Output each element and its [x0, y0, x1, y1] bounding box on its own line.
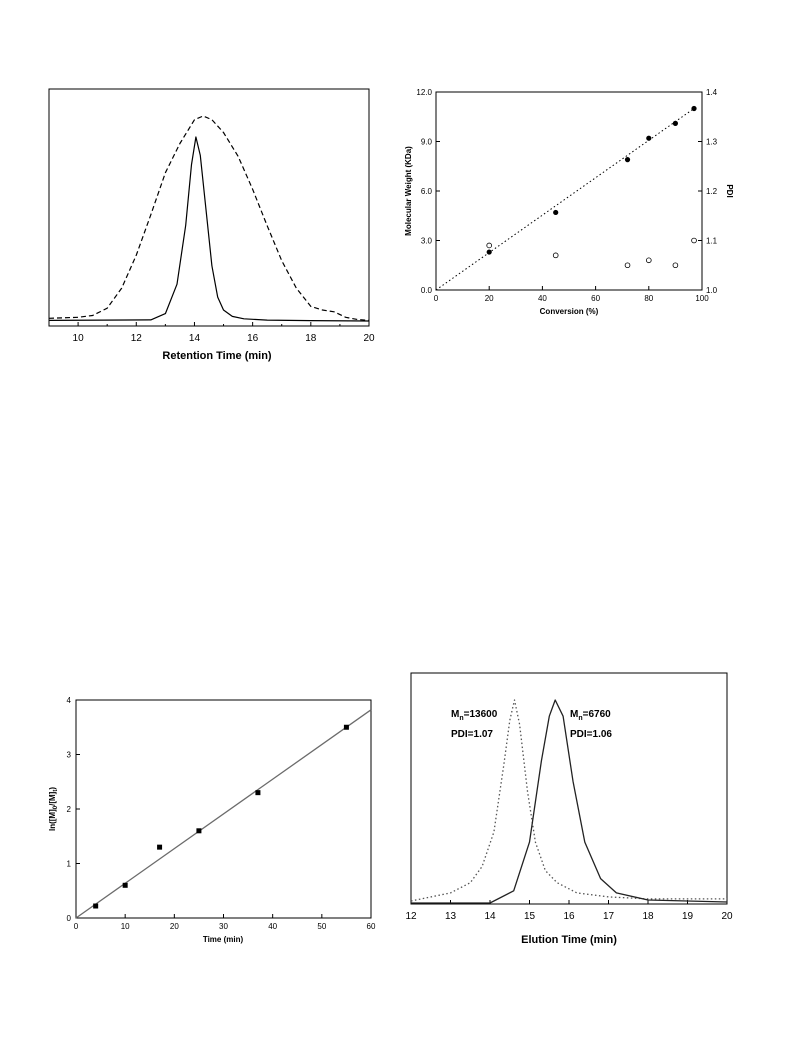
- y2-tick-label: 1.1: [706, 237, 718, 246]
- data-point: [157, 844, 163, 850]
- x-tick-label: 13: [445, 911, 457, 922]
- y-tick-label: 3: [67, 751, 72, 760]
- data-point: [255, 790, 261, 796]
- x-tick-label: 12: [405, 911, 417, 922]
- pdi-point: [672, 262, 679, 269]
- mw-point: [553, 209, 559, 216]
- mn-label-1: Mn=13600: [451, 709, 498, 722]
- y2-axis-label: PDI: [725, 184, 734, 197]
- x-tick-label: 50: [317, 922, 326, 931]
- fit-line: [75, 709, 372, 919]
- y2-tick-label: 1.4: [706, 88, 718, 97]
- x-tick-label: 0: [434, 294, 439, 303]
- y-tick-label: 2: [67, 805, 72, 814]
- y2-tick-label: 1.0: [706, 286, 718, 295]
- x-tick-label: 20: [485, 294, 494, 303]
- x-tick-label: 18: [305, 333, 317, 344]
- x-tick-label: 17: [603, 911, 615, 922]
- series-dashed-line: [48, 115, 370, 321]
- x-tick-label: 14: [189, 333, 201, 344]
- chart-retention-time: 10 12 14 16 18 20 Retention Time (min): [48, 88, 375, 362]
- x-tick-label: 10: [121, 922, 130, 931]
- x-tick-label: 14: [484, 911, 496, 922]
- x-tick-label: 40: [268, 922, 277, 931]
- x-axis-label: Elution Time (min): [521, 934, 617, 946]
- y-tick-label: 1: [67, 860, 72, 869]
- x-tick-label: 80: [644, 294, 653, 303]
- y-axis-label: Molecular Weight (KDa): [404, 146, 413, 236]
- mw-point: [624, 157, 631, 163]
- pdi-point: [645, 257, 652, 264]
- x-tick-label: 15: [524, 911, 536, 922]
- x-axis-label: Retention Time (min): [162, 350, 272, 362]
- x-tick-label: 0: [74, 922, 79, 931]
- series-solid-line: [48, 136, 370, 322]
- pdi-point: [624, 262, 631, 269]
- x-tick-label: 20: [170, 922, 179, 931]
- x-tick-label: 20: [721, 911, 733, 922]
- plot-frame: [435, 91, 703, 291]
- y-tick-label: 3.0: [421, 237, 433, 246]
- y-tick-label: 12.0: [416, 88, 432, 97]
- mw-point: [672, 120, 679, 126]
- data-point: [343, 724, 349, 730]
- x-tick-label: 60: [591, 294, 600, 303]
- y-tick-label: 4: [67, 696, 72, 705]
- y2-tick-label: 1.3: [706, 138, 718, 147]
- x-axis-label: Conversion (%): [540, 307, 599, 316]
- x-tick-label: 100: [695, 294, 709, 303]
- pdi-point: [691, 237, 697, 244]
- fit-line: [435, 108, 695, 291]
- x-tick-label: 60: [367, 922, 376, 931]
- x-tick-label: 10: [73, 333, 85, 344]
- series-solid-line: [411, 699, 728, 904]
- chart-elution-time: 12 13 14 15 16 17 18 19 20 Elution Time (min) Mn…: [405, 672, 733, 946]
- x-tick-label: 12: [131, 333, 143, 344]
- plot-frame: [75, 699, 372, 919]
- pdi-point: [552, 252, 559, 259]
- x-tick-label: 30: [219, 922, 228, 931]
- mw-point: [691, 105, 697, 112]
- y-tick-label: 0: [67, 914, 72, 923]
- pdi-label-1: PDI=1.07: [451, 729, 493, 740]
- pdi-point: [486, 242, 493, 249]
- y-axis-label: ln([M]0/[M]t): [48, 787, 59, 831]
- series-dotted-line: [410, 699, 727, 902]
- mn-label-2: Mn=6760: [570, 709, 611, 722]
- chart-mw-vs-conversion: 0 20 40 60 80 100 0.0 3.0 6.0 9.0 12.0 1.0 1.1 1.2 1.3…: [404, 88, 734, 316]
- y2-tick-label: 1.2: [706, 187, 718, 196]
- x-tick-label: 19: [682, 911, 694, 922]
- plot-frame: [410, 672, 728, 905]
- data-point: [93, 903, 99, 909]
- x-axis-label: Time (min): [203, 935, 244, 944]
- y-tick-label: 6.0: [421, 187, 433, 196]
- y-tick-label: 0.0: [421, 286, 433, 295]
- x-tick-label: 16: [247, 333, 259, 344]
- y-tick-label: 9.0: [421, 138, 433, 147]
- data-point: [196, 828, 202, 834]
- chart-kinetics: 0 10 20 30 40 50 60 0 1 2 3 4 Time (min) ln([M]0/[M…: [48, 696, 376, 944]
- data-point: [122, 882, 128, 888]
- mw-point: [646, 135, 652, 141]
- x-tick-label: 40: [538, 294, 547, 303]
- x-tick-label: 18: [642, 911, 654, 922]
- mw-point: [486, 249, 492, 255]
- plot-frame: [48, 88, 370, 327]
- x-tick-label: 16: [563, 911, 575, 922]
- pdi-label-2: PDI=1.06: [570, 729, 612, 740]
- annotation-sample-2: Mn=6760 PDI=1.06: [570, 709, 612, 740]
- x-tick-label: 20: [363, 333, 375, 344]
- annotation-sample-1: Mn=13600 PDI=1.07: [451, 709, 498, 740]
